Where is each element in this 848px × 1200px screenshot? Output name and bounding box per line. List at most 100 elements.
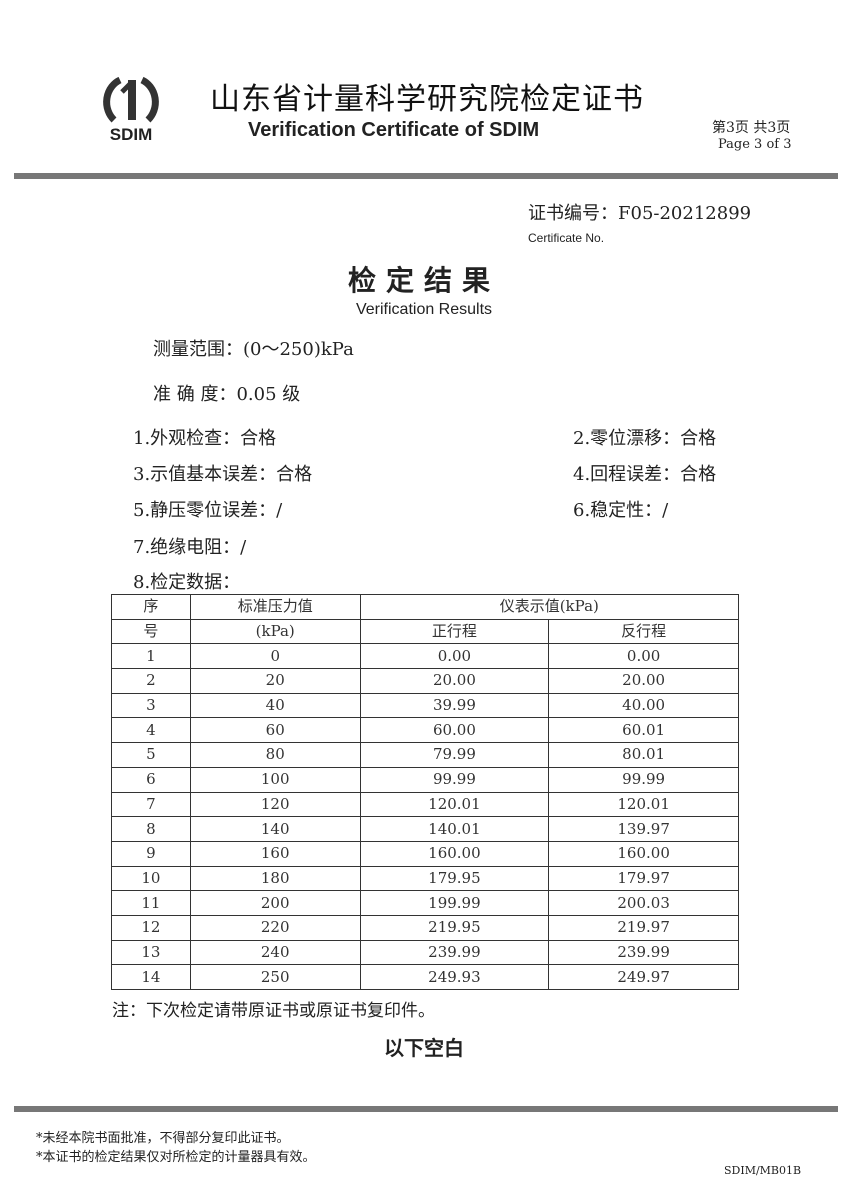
item-static-zero: 5.静压零位误差：/ <box>133 500 283 521</box>
item-insulation: 7.绝缘电阻：/ <box>133 537 247 558</box>
table-row: 9 160 160.00 160.00 <box>111 840 739 867</box>
cell-reverse-reading: 200.03 <box>548 890 739 916</box>
header-standard-unit: (kPa) <box>189 618 361 645</box>
table-row: 1 0 0.00 0.00 <box>111 643 739 670</box>
cell-forward-reading: 140.01 <box>359 816 550 842</box>
sdim-logo: SDIM <box>103 76 159 144</box>
table-header-row: 号 (kPa) 正行程 反行程 <box>111 618 739 645</box>
footer-divider <box>14 1106 838 1112</box>
header-standard: 标准压力值 <box>189 594 361 620</box>
cell-standard-value: 20 <box>189 668 361 694</box>
cell-reverse-reading: 219.97 <box>548 914 739 941</box>
header-seq-2: 号 <box>111 618 191 645</box>
cell-forward-reading: 179.95 <box>359 865 550 892</box>
cell-forward-reading: 160.00 <box>359 840 550 867</box>
cell-standard-value: 0 <box>189 643 361 670</box>
cell-standard-value: 180 <box>189 865 361 892</box>
certificate-number-value: F05-20212899 <box>618 203 752 224</box>
table-row: 13 240 239.99 239.99 <box>111 939 739 966</box>
table-row: 2 20 20.00 20.00 <box>111 668 739 694</box>
page-number-en: Page 3 of 3 <box>718 137 792 152</box>
footer-line-1: *未经本院书面批准，不得部分复印此证书。 <box>36 1131 290 1146</box>
cell-reverse-reading: 40.00 <box>548 692 739 719</box>
cell-forward-reading: 199.99 <box>359 890 550 916</box>
results-title: 检定结果 <box>347 264 500 297</box>
cell-seq: 4 <box>111 717 191 744</box>
table-row: 3 40 39.99 40.00 <box>111 692 739 719</box>
certificate-number: 证书编号：F05-20212899 <box>528 199 751 225</box>
cell-forward-reading: 0.00 <box>359 643 550 670</box>
header-divider <box>14 173 838 179</box>
blank-below: 以下空白 <box>384 1036 464 1060</box>
cell-seq: 12 <box>111 914 191 941</box>
item-data: 8.检定数据： <box>133 572 241 593</box>
header-reverse: 反行程 <box>548 618 739 645</box>
cell-reverse-reading: 80.01 <box>548 742 739 768</box>
cell-forward-reading: 120.01 <box>359 791 550 818</box>
table-row: 12 220 219.95 219.97 <box>111 914 739 941</box>
form-code: SDIM/MB01B <box>724 1164 802 1177</box>
cell-reverse-reading: 160.00 <box>548 840 739 867</box>
measurement-range: 测量范围：(0～250)kPa <box>153 339 354 360</box>
cell-seq: 13 <box>111 939 191 966</box>
item-basic-error: 3.示值基本误差：合格 <box>133 464 313 485</box>
table-row: 4 60 60.00 60.01 <box>111 717 739 744</box>
header-forward: 正行程 <box>359 618 550 645</box>
cell-standard-value: 240 <box>189 939 361 966</box>
cell-reverse-reading: 60.01 <box>548 717 739 744</box>
cell-seq: 8 <box>111 816 191 842</box>
item-appearance: 1.外观检查：合格 <box>133 428 277 449</box>
footer-line-2: *本证书的检定结果仅对所检定的计量器具有效。 <box>36 1150 316 1165</box>
cell-seq: 3 <box>111 692 191 719</box>
cell-reverse-reading: 20.00 <box>548 668 739 694</box>
certificate-number-label: 证书编号： <box>528 203 618 224</box>
cell-seq: 11 <box>111 890 191 916</box>
cell-seq: 2 <box>111 668 191 694</box>
cell-reverse-reading: 139.97 <box>548 816 739 842</box>
results-title-en: Verification Results <box>355 301 493 318</box>
table-header-row: 序 标准压力值 仪表示值(kPa) <box>111 594 740 620</box>
item-zero-drift: 2.零位漂移：合格 <box>573 428 717 449</box>
cell-reverse-reading: 239.99 <box>548 939 739 966</box>
cell-standard-value: 220 <box>189 914 361 941</box>
cell-reverse-reading: 179.97 <box>548 865 739 892</box>
table-row: 8 140 140.01 139.97 <box>111 816 739 842</box>
cell-forward-reading: 79.99 <box>359 742 550 768</box>
header-indication: 仪表示值(kPa) <box>359 594 740 620</box>
cell-seq: 10 <box>111 865 191 892</box>
cell-standard-value: 40 <box>189 692 361 719</box>
cell-seq: 1 <box>111 643 191 670</box>
cell-standard-value: 140 <box>189 816 361 842</box>
cell-reverse-reading: 0.00 <box>548 643 739 670</box>
item-stability: 6.稳定性：/ <box>573 500 669 521</box>
header-seq: 序 <box>111 594 191 620</box>
cell-forward-reading: 99.99 <box>359 766 550 793</box>
svg-text:SDIM: SDIM <box>110 125 153 144</box>
title-cn: 山东省计量科学研究院检定证书 <box>210 82 644 117</box>
table-row: 11 200 199.99 200.03 <box>111 890 739 916</box>
cell-reverse-reading: 120.01 <box>548 791 739 818</box>
note: 注：下次检定请带原证书或原证书复印件。 <box>112 1001 435 1021</box>
cell-standard-value: 160 <box>189 840 361 867</box>
cell-forward-reading: 60.00 <box>359 717 550 744</box>
cell-seq: 7 <box>111 791 191 818</box>
table-row: 5 80 79.99 80.01 <box>111 742 739 768</box>
cell-standard-value: 100 <box>189 766 361 793</box>
cell-forward-reading: 239.99 <box>359 939 550 966</box>
cell-forward-reading: 249.93 <box>359 964 550 990</box>
accuracy: 准 确 度：0.05 级 <box>153 384 301 405</box>
cell-reverse-reading: 249.97 <box>548 964 739 990</box>
page-number-cn: 第3页 共3页 <box>712 120 791 136</box>
title-en: Verification Certificate of SDIM <box>248 119 540 141</box>
cell-seq: 14 <box>111 964 191 990</box>
cell-seq: 5 <box>111 742 191 768</box>
verification-data-table: 序 标准压力值 仪表示值(kPa) 号 (kPa) 正行程 反行程 1 0 0.00… <box>111 594 740 990</box>
cell-forward-reading: 39.99 <box>359 692 550 719</box>
table-row: 14 250 249.93 249.97 <box>111 964 739 990</box>
cell-standard-value: 200 <box>189 890 361 916</box>
cell-forward-reading: 219.95 <box>359 914 550 941</box>
table-row: 7 120 120.01 120.01 <box>111 791 739 818</box>
certificate-number-label-en: Certificate No. <box>528 231 605 245</box>
table-row: 10 180 179.95 179.97 <box>111 865 739 892</box>
cell-seq: 6 <box>111 766 191 793</box>
